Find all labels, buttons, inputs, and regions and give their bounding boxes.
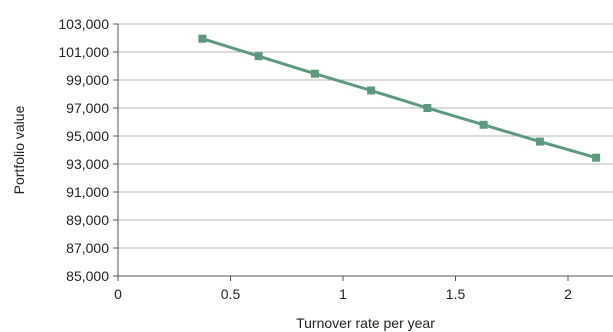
y-tick-label-5: 95,000 (66, 128, 109, 144)
data-point-0 (198, 34, 207, 43)
gridlines (118, 23, 613, 249)
series-line-0 (201, 37, 597, 160)
y-axis-title: Portfolio value (11, 105, 27, 194)
y-tick-label-7: 99,000 (66, 72, 109, 88)
x-tick-label-2: 1 (339, 286, 347, 302)
data-point-2 (310, 69, 319, 78)
data-point-4 (423, 104, 432, 112)
y-tick-label-0: 85,000 (66, 268, 109, 284)
y-tick-label-3: 91,000 (66, 184, 109, 200)
y-tick-label-6: 97,000 (66, 100, 109, 116)
x-tick-label-4: 2 (564, 286, 572, 302)
x-axis-ticks: 0 0.5 1 1.5 2 (114, 276, 572, 302)
data-point-6 (535, 137, 544, 146)
y-axis-ticks: 85,000 87,000 89,000 91,000 93,000 95,000 97,0… (58, 16, 118, 284)
y-tick-label-2: 89,000 (66, 212, 109, 228)
y-tick-label-9: 103,000 (58, 16, 109, 32)
x-tick-label-0: 0 (114, 286, 122, 302)
y-tick-label-8: 101,000 (58, 44, 109, 60)
data-point-3 (367, 86, 376, 95)
series-layer (198, 34, 601, 162)
x-axis-title: Turnover rate per year (296, 315, 435, 331)
y-tick-label-4: 93,000 (66, 156, 109, 172)
y-tick-label-1: 87,000 (66, 240, 109, 256)
data-point-7 (592, 153, 601, 162)
x-tick-label-1: 0.5 (221, 286, 241, 302)
data-point-5 (479, 120, 488, 129)
x-tick-label-3: 1.5 (446, 286, 466, 302)
data-point-1 (254, 52, 263, 61)
